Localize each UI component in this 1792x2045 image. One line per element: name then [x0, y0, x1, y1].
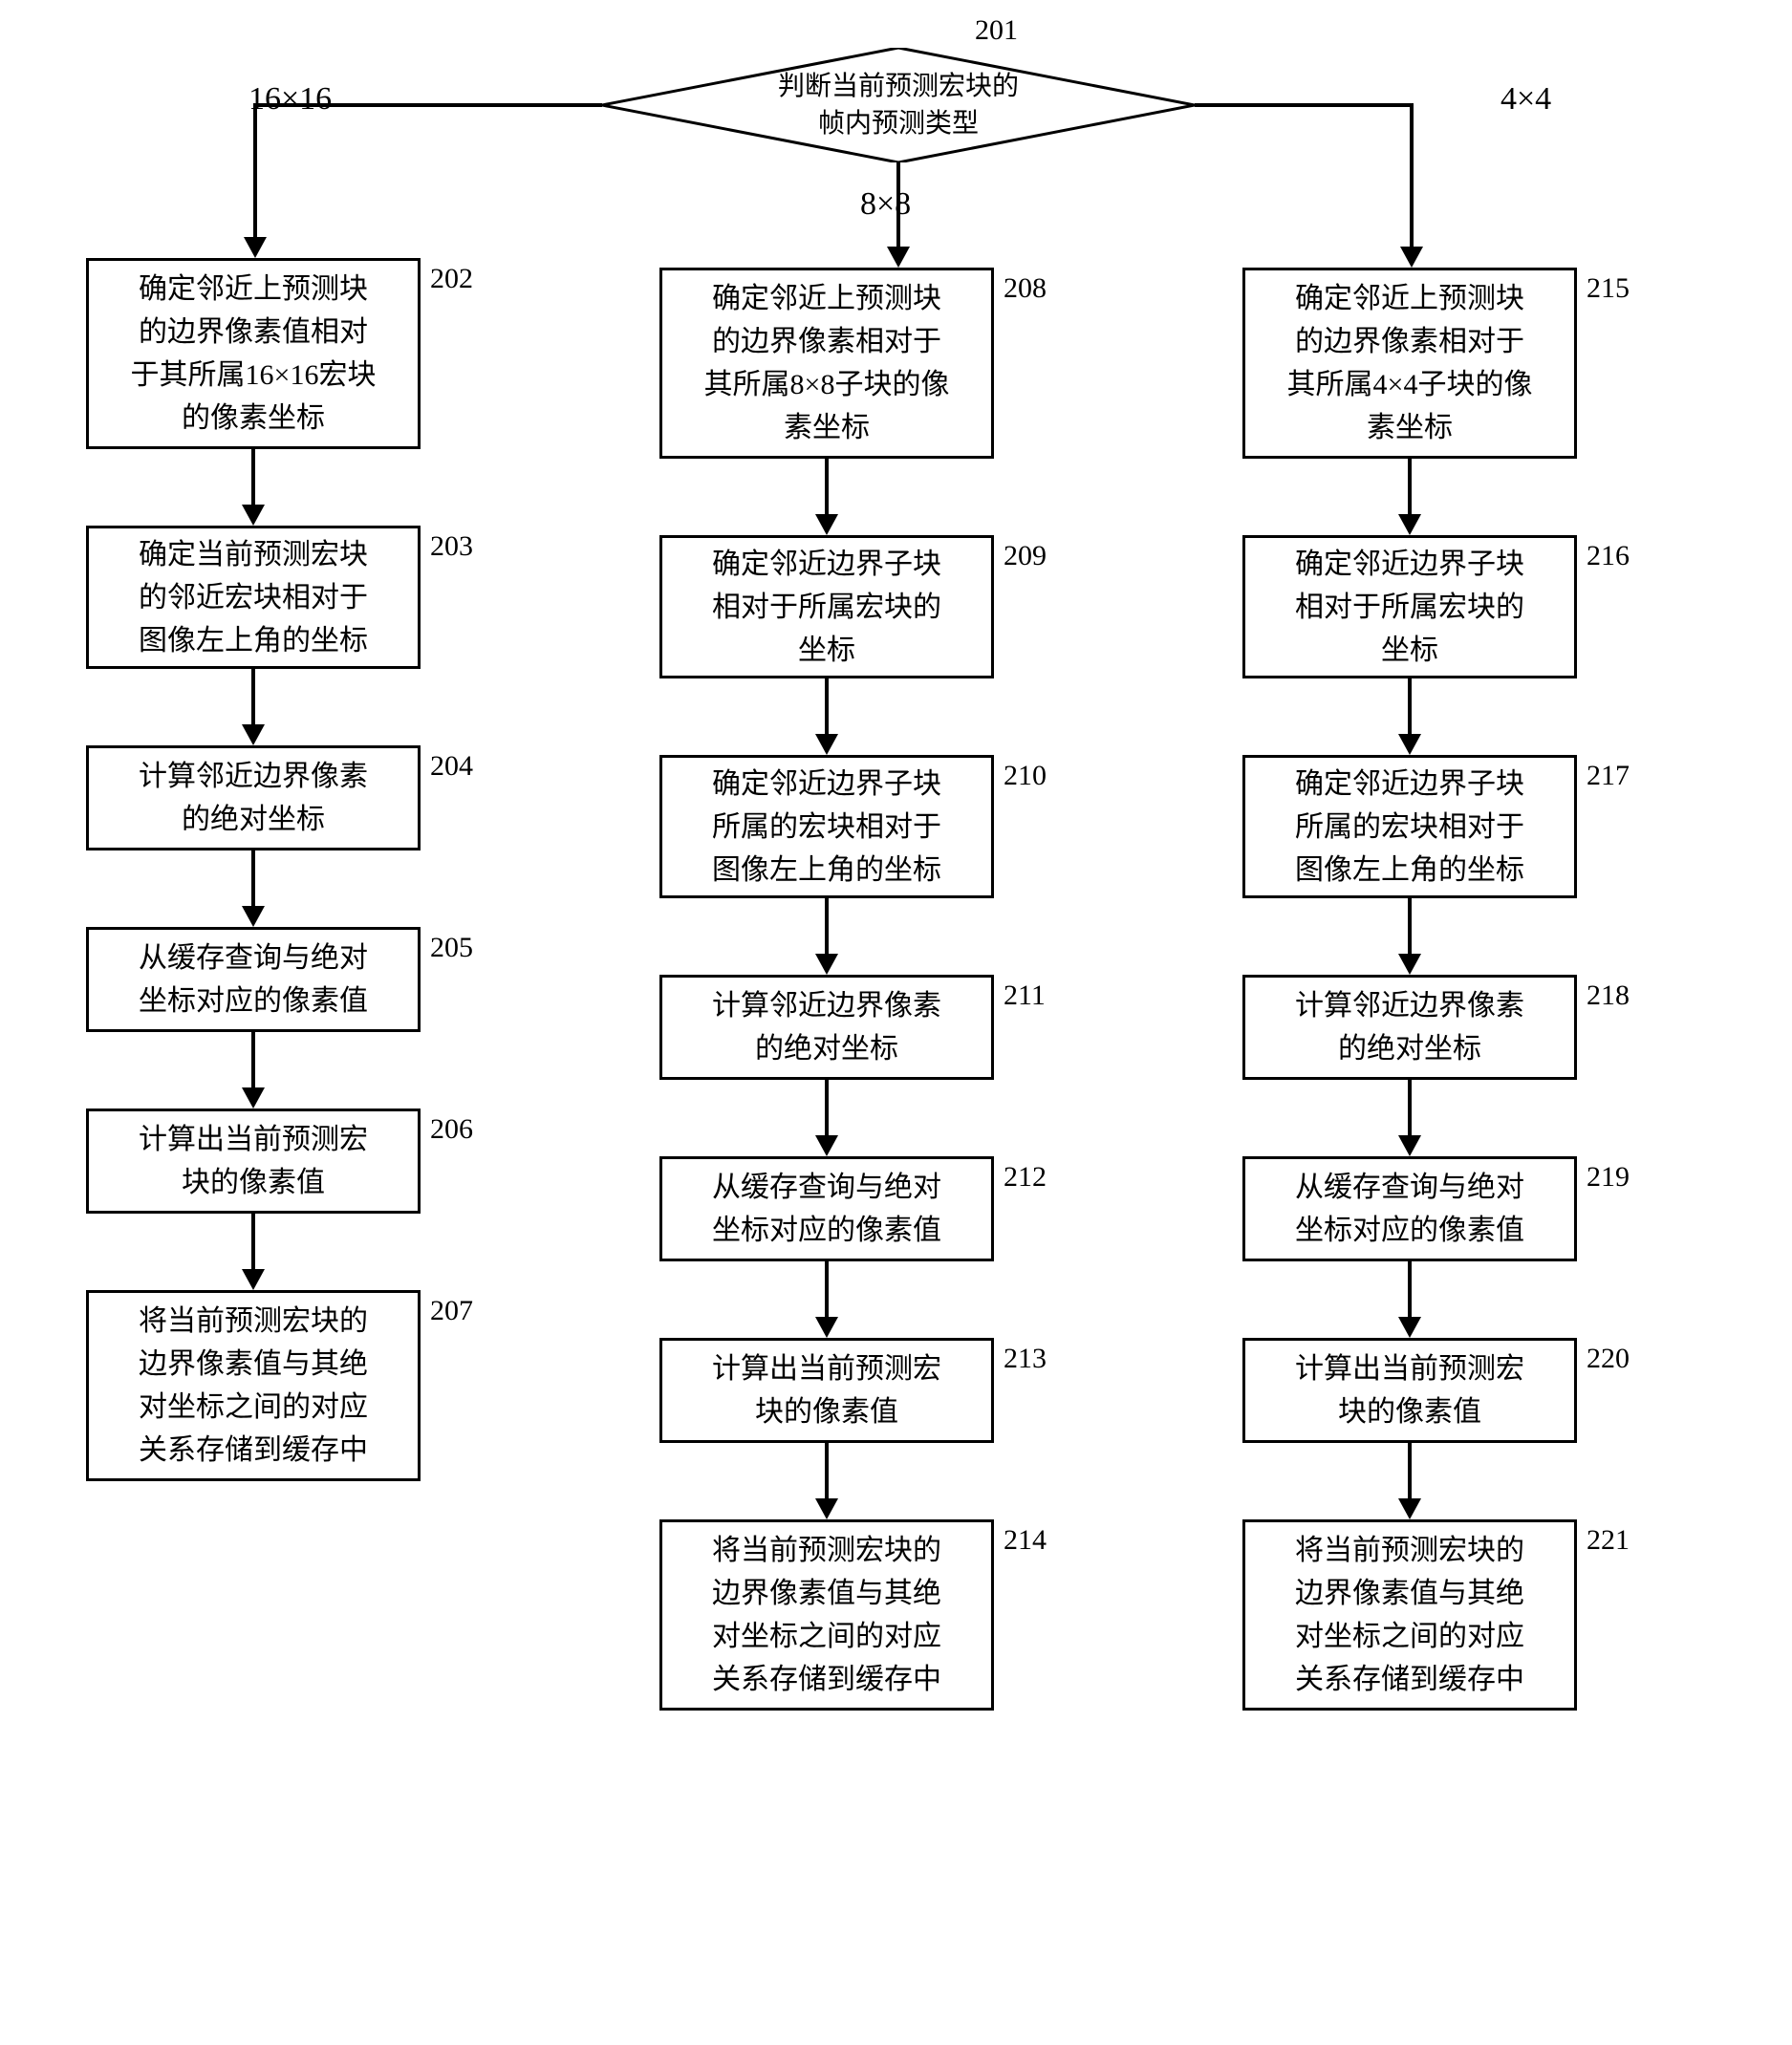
process-box-210: 确定邻近边界子块所属的宏块相对于图像左上角的坐标	[659, 755, 994, 898]
branch-label-right: 4×4	[1501, 81, 1551, 118]
process-box-206: 计算出当前预测宏块的像素值	[86, 1109, 421, 1214]
connector-line-212	[825, 1261, 829, 1317]
connector-line-206	[251, 1214, 255, 1269]
connector-arrow-204	[242, 906, 265, 927]
connector-line-209	[825, 678, 829, 734]
connector-line-217	[1408, 898, 1412, 954]
branch-label-center: 8×8	[860, 186, 911, 223]
label-201: 201	[975, 14, 1018, 47]
branch-arrow-center	[887, 247, 910, 268]
process-box-207: 将当前预测宏块的边界像素值与其绝对坐标之间的对应关系存储到缓存中	[86, 1290, 421, 1481]
connector-line-208	[825, 459, 829, 514]
process-box-214: 将当前预测宏块的边界像素值与其绝对坐标之间的对应关系存储到缓存中	[659, 1519, 994, 1711]
decision-node: 判断当前预测宏块的帧内预测类型	[602, 48, 1195, 162]
process-box-213: 计算出当前预测宏块的像素值	[659, 1338, 994, 1443]
process-box-218: 计算邻近边界像素的绝对坐标	[1242, 975, 1577, 1080]
process-box-205: 从缓存查询与绝对坐标对应的像素值	[86, 927, 421, 1032]
process-box-203: 确定当前预测宏块的邻近宏块相对于图像左上角的坐标	[86, 526, 421, 669]
branch-label-left: 16×16	[248, 81, 332, 118]
decision-text: 判断当前预测宏块的帧内预测类型	[774, 68, 1023, 142]
branch-line-left-h	[253, 103, 602, 107]
flowchart-container: 201 判断当前预测宏块的帧内预测类型 16×16 8×8 4×4 确定邻近上预…	[19, 19, 1773, 2026]
connector-line-210	[825, 898, 829, 954]
connector-line-213	[825, 1443, 829, 1498]
process-box-217: 确定邻近边界子块所属的宏块相对于图像左上角的坐标	[1242, 755, 1577, 898]
connector-arrow-205	[242, 1087, 265, 1109]
process-box-208: 确定邻近上预测块的边界像素相对于其所属8×8子块的像素坐标	[659, 268, 994, 459]
connector-arrow-212	[815, 1317, 838, 1338]
connector-arrow-210	[815, 954, 838, 975]
connector-arrow-217	[1398, 954, 1421, 975]
connector-arrow-216	[1398, 734, 1421, 755]
connector-arrow-209	[815, 734, 838, 755]
connector-line-220	[1408, 1443, 1412, 1498]
connector-arrow-206	[242, 1269, 265, 1290]
process-box-220: 计算出当前预测宏块的像素值	[1242, 1338, 1577, 1443]
connector-arrow-211	[815, 1135, 838, 1156]
connector-line-204	[251, 850, 255, 906]
branch-line-right-v	[1410, 103, 1414, 247]
branch-arrow-left	[244, 237, 267, 258]
connector-arrow-218	[1398, 1135, 1421, 1156]
process-box-202: 确定邻近上预测块的边界像素值相对于其所属16×16宏块的像素坐标	[86, 258, 421, 449]
branch-arrow-right	[1400, 247, 1423, 268]
connector-line-215	[1408, 459, 1412, 514]
connector-line-205	[251, 1032, 255, 1087]
process-box-212: 从缓存查询与绝对坐标对应的像素值	[659, 1156, 994, 1261]
connector-arrow-213	[815, 1498, 838, 1519]
connector-line-218	[1408, 1080, 1412, 1135]
connector-arrow-208	[815, 514, 838, 535]
connector-arrow-220	[1398, 1498, 1421, 1519]
connector-arrow-215	[1398, 514, 1421, 535]
connector-arrow-219	[1398, 1317, 1421, 1338]
connector-line-216	[1408, 678, 1412, 734]
process-box-211: 计算邻近边界像素的绝对坐标	[659, 975, 994, 1080]
process-box-209: 确定邻近边界子块相对于所属宏块的坐标	[659, 535, 994, 678]
connector-line-219	[1408, 1261, 1412, 1317]
connector-arrow-202	[242, 505, 265, 526]
connector-line-202	[251, 449, 255, 505]
connector-line-203	[251, 669, 255, 724]
process-box-215: 确定邻近上预测块的边界像素相对于其所属4×4子块的像素坐标	[1242, 268, 1577, 459]
process-box-204: 计算邻近边界像素的绝对坐标	[86, 745, 421, 850]
branch-line-left-v	[253, 103, 257, 237]
connector-arrow-203	[242, 724, 265, 745]
process-box-219: 从缓存查询与绝对坐标对应的像素值	[1242, 1156, 1577, 1261]
process-box-216: 确定邻近边界子块相对于所属宏块的坐标	[1242, 535, 1577, 678]
branch-line-right-h	[1195, 103, 1413, 107]
process-box-221: 将当前预测宏块的边界像素值与其绝对坐标之间的对应关系存储到缓存中	[1242, 1519, 1577, 1711]
connector-line-211	[825, 1080, 829, 1135]
branch-line-center-v	[896, 162, 900, 247]
